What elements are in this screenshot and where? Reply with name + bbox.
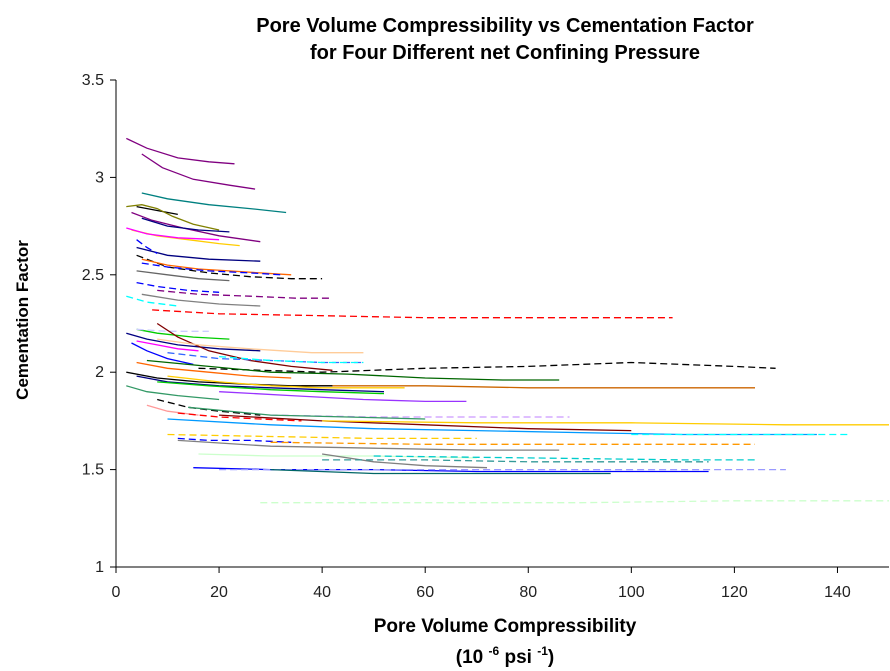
series-line-53 bbox=[198, 453, 477, 459]
series-line-39 bbox=[126, 385, 220, 401]
series-line-31 bbox=[198, 361, 776, 373]
series-line-45 bbox=[219, 414, 632, 432]
series-line-1 bbox=[126, 137, 235, 165]
series-line-33 bbox=[301, 385, 755, 389]
x-tick-label: 60 bbox=[416, 584, 434, 601]
axes-layer: 1 1.5 2 2.5 3 3.5 0 20 40 60 80 100 120 140 bbox=[82, 72, 889, 601]
series-line-12 bbox=[136, 254, 323, 280]
series-line-25 bbox=[136, 340, 199, 352]
series-line-55 bbox=[373, 455, 755, 461]
chart-title-line-2: for Four Different net Confining Pressur… bbox=[310, 42, 700, 64]
series-line-36 bbox=[167, 375, 405, 389]
series-line-28 bbox=[167, 352, 364, 364]
series-line-2 bbox=[141, 153, 256, 190]
series-line-52 bbox=[177, 439, 560, 451]
series-line-42 bbox=[270, 414, 570, 418]
series-line-20 bbox=[152, 309, 673, 319]
series-line-9 bbox=[126, 227, 220, 241]
series-line-54 bbox=[322, 453, 488, 469]
series-line-29 bbox=[219, 355, 364, 364]
x-tick-label: 100 bbox=[618, 584, 645, 601]
series-line-24 bbox=[156, 322, 333, 371]
series-line-10 bbox=[136, 246, 261, 262]
series-line-5 bbox=[126, 204, 220, 231]
series-layer bbox=[126, 137, 889, 504]
series-line-47 bbox=[167, 418, 817, 436]
series-line-59 bbox=[270, 468, 611, 475]
x-tick-label: 80 bbox=[519, 584, 537, 601]
series-line-35 bbox=[136, 375, 385, 393]
series-line-44 bbox=[177, 412, 302, 422]
series-line-11 bbox=[136, 239, 158, 254]
series-line-15 bbox=[136, 270, 230, 282]
x-axis-label: Pore Volume Compressibility bbox=[374, 616, 637, 637]
series-line-30 bbox=[136, 361, 292, 379]
x-tick-label: 140 bbox=[824, 584, 851, 601]
series-line-37 bbox=[157, 381, 385, 395]
y-tick-label: 2 bbox=[95, 364, 104, 381]
x-unit-exponent-2: -1 bbox=[537, 644, 548, 658]
y-tick-label: 3.5 bbox=[82, 72, 104, 89]
series-line-22 bbox=[136, 328, 209, 332]
x-tick-label: 20 bbox=[210, 584, 228, 601]
series-line-34 bbox=[126, 371, 333, 387]
series-line-18 bbox=[141, 293, 261, 307]
series-line-32 bbox=[146, 359, 560, 381]
x-unit-close: ) bbox=[548, 647, 554, 668]
series-line-14 bbox=[141, 262, 281, 276]
x-axis-unit: (10 -6 psi -1) bbox=[456, 644, 554, 668]
series-line-23 bbox=[126, 332, 261, 352]
x-unit-mid: psi bbox=[499, 647, 537, 668]
series-line-60 bbox=[260, 500, 889, 504]
y-tick-label: 2.5 bbox=[82, 267, 104, 284]
y-tick-label: 1.5 bbox=[82, 462, 104, 479]
x-unit-open: (10 bbox=[456, 647, 489, 668]
series-line-7 bbox=[141, 217, 230, 233]
series-line-3 bbox=[141, 192, 287, 214]
series-line-49 bbox=[167, 433, 477, 440]
series-line-19 bbox=[126, 295, 178, 307]
series-line-17 bbox=[157, 289, 333, 299]
series-line-46 bbox=[322, 420, 889, 426]
x-unit-exponent-1: -6 bbox=[489, 644, 500, 658]
x-tick-label: 40 bbox=[313, 584, 331, 601]
series-line-26 bbox=[157, 338, 364, 354]
series-line-4 bbox=[136, 205, 178, 216]
x-tick-label: 120 bbox=[721, 584, 748, 601]
series-line-50 bbox=[177, 437, 292, 443]
series-line-56 bbox=[322, 459, 709, 463]
x-tick-label: 0 bbox=[112, 584, 121, 601]
series-line-16 bbox=[136, 281, 220, 293]
y-tick-label: 3 bbox=[95, 169, 104, 186]
series-line-41 bbox=[146, 404, 199, 416]
series-line-51 bbox=[270, 441, 755, 445]
y-axis-label-group: Cementation Factor bbox=[13, 240, 32, 400]
chart-title-line-1: Pore Volume Compressibility vs Cementati… bbox=[256, 15, 754, 37]
series-line-27 bbox=[131, 342, 194, 366]
series-line-6 bbox=[131, 211, 261, 243]
series-line-38 bbox=[219, 391, 467, 403]
series-line-43 bbox=[188, 406, 426, 420]
y-axis-label: Cementation Factor bbox=[13, 240, 32, 400]
y-tick-label: 1 bbox=[95, 559, 104, 576]
